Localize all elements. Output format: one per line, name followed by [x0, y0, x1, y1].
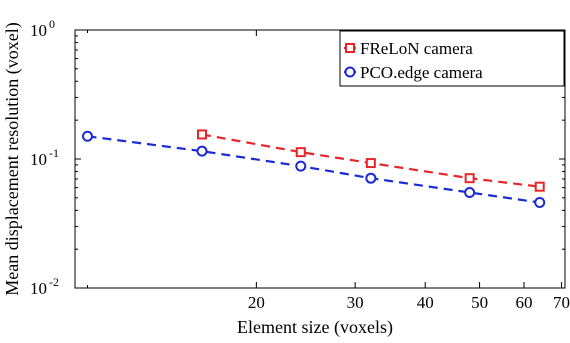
legend: FReLoN camera PCO.edge camera [339, 30, 565, 87]
y-tick-label-base: 10 [30, 279, 47, 298]
y-tick-label: 10 [30, 21, 47, 40]
legend-marker-circle [344, 66, 356, 78]
x-tick-label: 20 [248, 293, 265, 312]
x-axis-label: Element size (voxels) [237, 317, 393, 338]
x-tick-label: 70 [553, 293, 570, 312]
y-axis-label: Mean displacement resolution (voxel) [2, 22, 23, 295]
y-tick-label-exponent: -2 [49, 275, 59, 289]
y-tick-label-base: 10 [30, 150, 47, 169]
x-tick-label: 60 [515, 293, 532, 312]
data-point-square [295, 147, 306, 158]
data-point-square [534, 181, 545, 192]
data-point-circle [196, 145, 208, 157]
y-tick-label-exponent: 0 [49, 17, 55, 31]
data-point-circle [534, 197, 546, 209]
data-point-circle [81, 130, 93, 142]
legend-box [339, 30, 565, 87]
legend-marker-square [345, 43, 355, 53]
x-tick-label: 50 [471, 293, 488, 312]
x-tick-label: 40 [417, 293, 434, 312]
y-tick-label-exponent: -1 [49, 146, 59, 160]
y-tick-label: 10 [30, 279, 47, 298]
data-point-square [464, 173, 475, 184]
series-line-1 [87, 135, 540, 204]
y-tick-label: 10 [30, 150, 47, 169]
data-point-circle [295, 160, 307, 172]
data-point-square [365, 158, 376, 169]
x-tick-label: 30 [347, 293, 364, 312]
series-layer [81, 129, 546, 209]
legend-label-0: FReLoN camera [360, 39, 473, 58]
legend-label-1: PCO.edge camera [360, 63, 483, 82]
data-point-square [196, 129, 207, 140]
y-tick-label-base: 10 [30, 21, 47, 40]
data-point-circle [464, 186, 476, 198]
data-point-circle [365, 172, 377, 184]
